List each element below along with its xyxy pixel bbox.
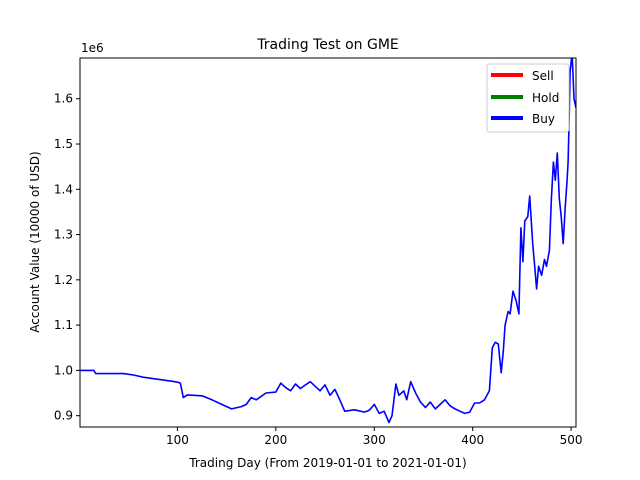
x-tick-label: 100 bbox=[166, 433, 189, 447]
series-line-0 bbox=[80, 58, 576, 424]
x-tick-label: 200 bbox=[264, 433, 287, 447]
series-layer bbox=[80, 58, 576, 424]
plot-frame bbox=[79, 57, 577, 428]
y-tick-label: 1.1 bbox=[54, 318, 73, 332]
y-tick-label: 1.6 bbox=[54, 92, 73, 106]
x-axis-label: Trading Day (From 2019-01-01 to 2021-01-… bbox=[188, 456, 466, 470]
y-tick-label: 1.0 bbox=[54, 363, 73, 377]
x-tick-label: 500 bbox=[560, 433, 583, 447]
y-tick-label: 0.9 bbox=[54, 409, 73, 423]
y-tick-label: 1.2 bbox=[54, 273, 73, 287]
plot-area bbox=[80, 58, 576, 424]
y-offset-text: 1e6 bbox=[81, 41, 104, 55]
legend-label-sell: Sell bbox=[532, 69, 554, 83]
x-tick-label: 300 bbox=[363, 433, 386, 447]
y-axis: 0.9 1.0 1.1 1.2 1.3 1.4 1.5 1.6 bbox=[54, 92, 80, 423]
chart-title: Trading Test on GME bbox=[256, 37, 399, 53]
x-tick-label: 400 bbox=[461, 433, 484, 447]
legend-label-buy: Buy bbox=[532, 112, 555, 126]
y-tick-label: 1.4 bbox=[54, 182, 73, 196]
x-axis: 100 200 300 400 500 bbox=[166, 427, 583, 447]
y-tick-label: 1.3 bbox=[54, 228, 73, 242]
legend-box bbox=[486, 63, 570, 133]
y-tick-label: 1.5 bbox=[54, 137, 73, 151]
y-axis-label: Account Value (10000 of USD) bbox=[28, 151, 42, 332]
legend: Sell Hold Buy bbox=[486, 63, 570, 133]
legend-label-hold: Hold bbox=[532, 91, 559, 105]
